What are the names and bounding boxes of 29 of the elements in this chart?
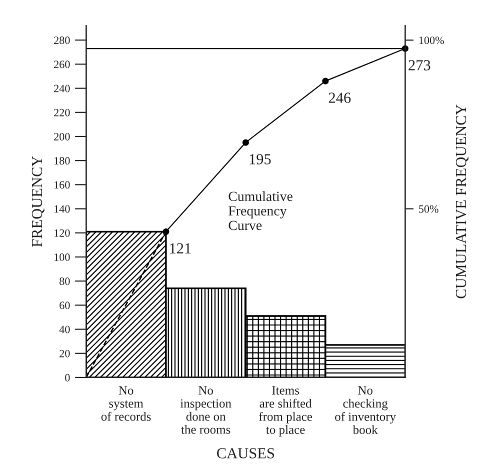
y-tick-label: 120 [54, 229, 70, 237]
y-tick-label: 160 [54, 181, 70, 189]
y-tick-label: 0 [65, 374, 70, 382]
y-tick-label: 220 [54, 108, 70, 116]
y-tick-label: 140 [54, 205, 70, 213]
y-tick-label: 240 [54, 84, 70, 92]
y-tick-label: 40 [59, 326, 70, 334]
x-axis-title: CAUSES [217, 448, 274, 458]
annotation: Cumulative Frequency Curve [228, 191, 292, 230]
y-tick-label: 280 [54, 36, 70, 44]
y-axis-title: FREQUENCY [32, 156, 44, 247]
x-tick-label: No checking of inventory book [335, 386, 396, 434]
data-label: 121 [170, 243, 191, 254]
y2-tick-label: 100% [419, 36, 444, 44]
y-tick-label: 180 [54, 157, 70, 165]
y-tick-label: 20 [60, 350, 70, 358]
y2-tick-label: 50% [419, 205, 438, 213]
y-tick-label: 80 [60, 278, 70, 286]
y-tick-label: 100 [54, 253, 70, 261]
y-tick-label: 60 [60, 302, 70, 310]
x-tick-label: No system of records [101, 386, 151, 421]
data-label: 273 [408, 60, 430, 70]
data-label: 246 [328, 92, 351, 103]
x-tick-label: No inspection done on the rooms [180, 386, 232, 434]
y-tick-label: 260 [54, 60, 70, 68]
data-label: 195 [250, 154, 271, 164]
x-tick-label: Items are shifted from place to place [259, 386, 312, 436]
y2-axis-title: CUMULATIVE FREQUENCY [456, 104, 468, 298]
y-tick-label: 200 [54, 132, 70, 140]
